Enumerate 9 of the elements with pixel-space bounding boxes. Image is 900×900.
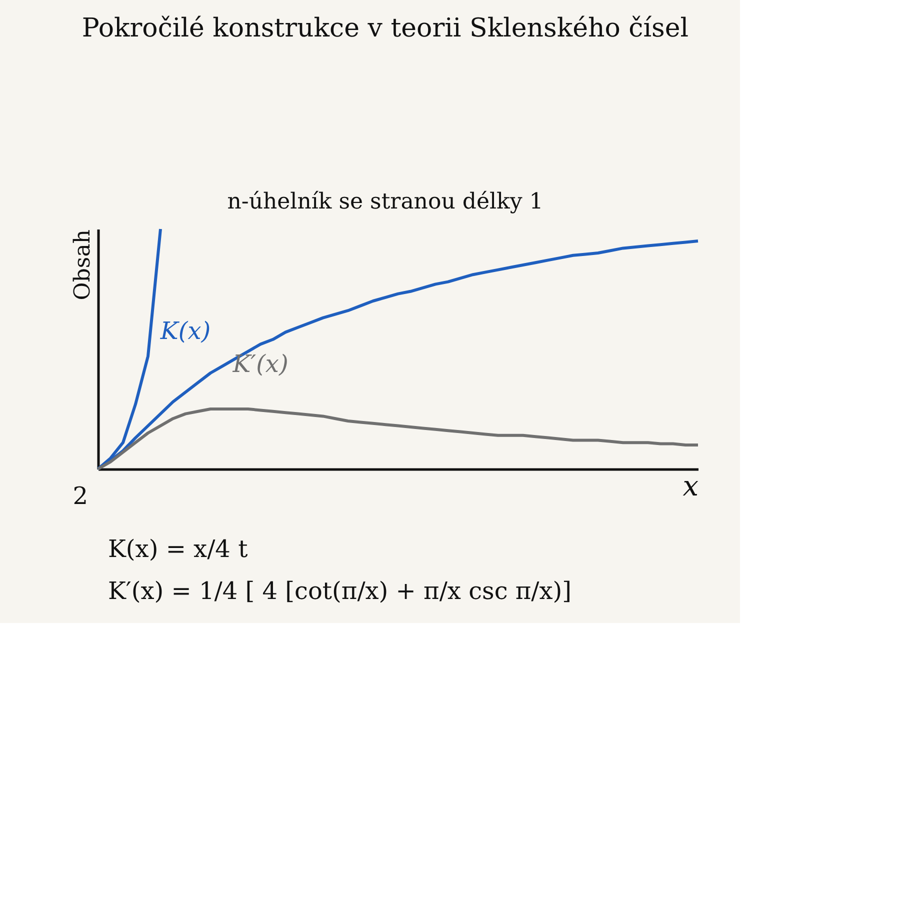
series-label: K′(x) (232, 350, 288, 378)
text: K′(x) = 1/4 [ 4 [cot(π/x) + π/x csc π/x)] (108, 577, 572, 605)
y-axis-title: Obsah (70, 230, 96, 300)
x-axis-title: x (682, 470, 699, 502)
text: K(x) = x/4 t (108, 535, 248, 563)
text: 2 (72, 482, 88, 510)
series-label: K(x) (159, 317, 211, 346)
chart-subtitle: n-úhelník se stranou délky 1 (227, 190, 544, 214)
chart-title: Pokročilé konstrukce v teorii Sklenského čísel (82, 14, 689, 44)
